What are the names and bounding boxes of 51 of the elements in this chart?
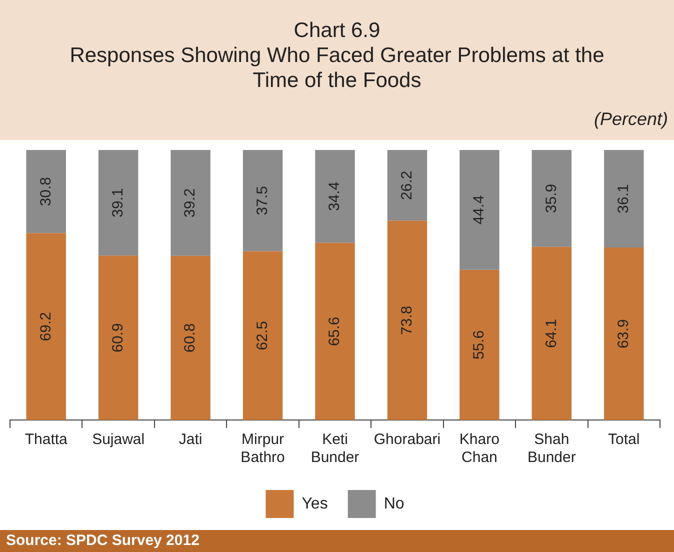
data-label: 60.8: [182, 323, 199, 353]
bar: [532, 246, 572, 420]
data-label: 36.1: [615, 184, 632, 214]
bar: [170, 150, 210, 256]
data-label: 60.9: [109, 323, 126, 352]
bar: [387, 150, 428, 221]
chart-title: Chart 6.9: [292, 18, 382, 43]
x-tick-label: Mirpur Bathro: [240, 431, 285, 466]
data-label: 30.8: [37, 176, 54, 206]
data-label: 65.6: [326, 316, 344, 346]
bar: [604, 247, 644, 420]
bar: [170, 256, 210, 420]
x-tick-label: Sujawal: [92, 431, 145, 448]
bar: [460, 270, 500, 420]
data-label: 34.4: [326, 182, 344, 212]
data-label: 26.2: [398, 170, 416, 200]
data-label: 55.6: [470, 330, 488, 360]
data-label: 39.1: [109, 188, 126, 218]
x-tick-label: Jati: [178, 431, 202, 448]
bar: [604, 150, 644, 248]
legend-label: Yes: [302, 495, 328, 512]
x-tick-label: Ghorabari: [374, 431, 441, 448]
bar: [98, 256, 138, 420]
data-label: 73.8: [398, 306, 416, 335]
bar: [242, 251, 283, 420]
data-label: 44.4: [470, 195, 488, 225]
data-label: 35.9: [542, 184, 560, 214]
data-label: 37.5: [254, 186, 271, 216]
legend-label: No: [384, 495, 404, 512]
bar: [26, 150, 66, 234]
data-label: 62.5: [254, 321, 271, 350]
bar: [26, 233, 66, 420]
source-note: Source: SPDC Survey 2012: [0, 530, 674, 552]
text: (Percent): [594, 109, 668, 130]
x-tick-label: Kharo Chan: [459, 431, 500, 466]
x-tick-label: Total: [608, 431, 640, 448]
x-tick-label: Keti Bunder: [310, 431, 360, 466]
bar: [98, 150, 138, 256]
data-label: 69.2: [37, 312, 54, 342]
data-label: 39.2: [182, 188, 199, 218]
data-label: 63.9: [615, 319, 632, 348]
data-label: 64.1: [542, 318, 560, 348]
bar: [315, 242, 355, 420]
bar: [387, 220, 428, 420]
bar: [532, 150, 572, 247]
bar: [460, 150, 500, 270]
x-tick-label: Thatta: [24, 431, 68, 448]
x-tick-label: Shah Bunder: [527, 431, 576, 466]
chart-subtitle: Responses Showing Who Faced Greater Problems at the Time of the Foods: [68, 43, 606, 93]
bar: [315, 150, 355, 243]
bar: [242, 150, 283, 252]
